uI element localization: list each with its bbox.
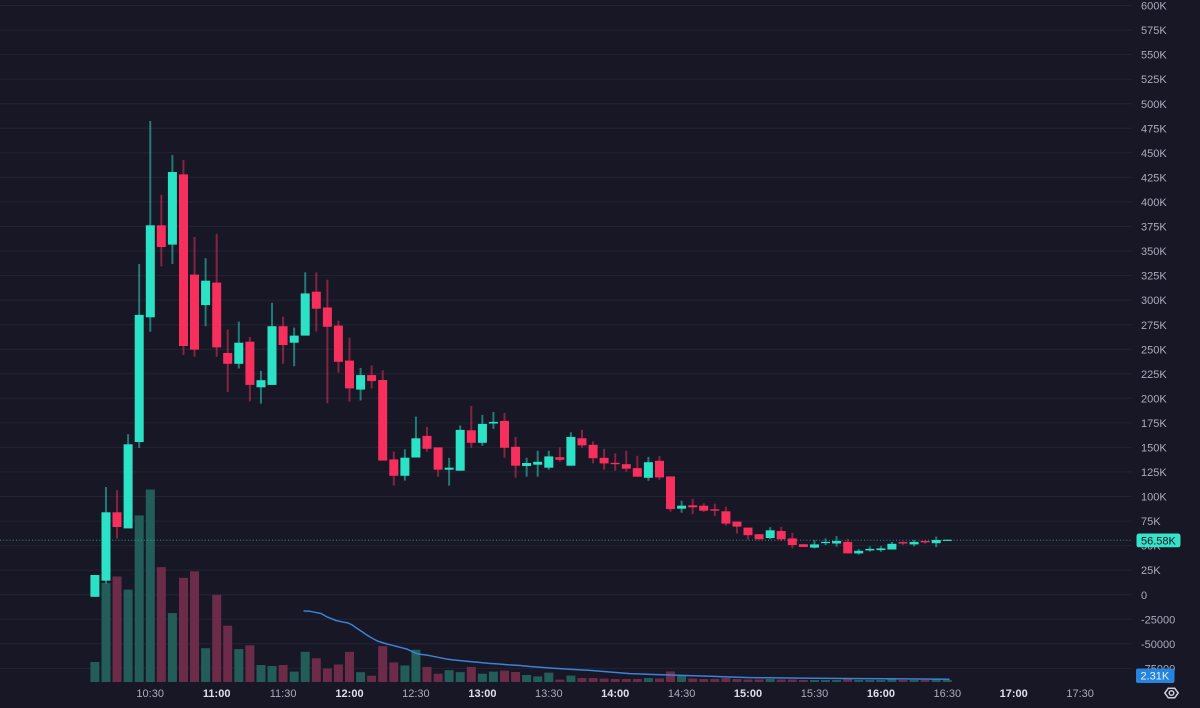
svg-text:300K: 300K xyxy=(1141,295,1167,307)
svg-text:15:00: 15:00 xyxy=(734,688,762,700)
svg-text:16:30: 16:30 xyxy=(934,688,962,700)
svg-text:16:00: 16:00 xyxy=(867,688,895,700)
svg-text:11:30: 11:30 xyxy=(270,688,297,700)
svg-text:500K: 500K xyxy=(1141,99,1167,111)
svg-text:17:30: 17:30 xyxy=(1066,688,1094,700)
svg-text:225K: 225K xyxy=(1141,369,1167,381)
svg-text:2.31K: 2.31K xyxy=(1141,671,1170,683)
svg-text:525K: 525K xyxy=(1141,74,1167,86)
svg-text:350K: 350K xyxy=(1141,246,1167,258)
svg-text:125K: 125K xyxy=(1141,467,1167,479)
svg-text:250K: 250K xyxy=(1141,344,1167,356)
svg-text:10:30: 10:30 xyxy=(136,688,164,700)
svg-text:12:30: 12:30 xyxy=(402,688,430,700)
svg-text:200K: 200K xyxy=(1141,393,1167,405)
svg-text:-50000: -50000 xyxy=(1141,639,1175,651)
svg-text:11:00: 11:00 xyxy=(203,688,231,700)
svg-text:600K: 600K xyxy=(1141,1,1167,13)
svg-text:150K: 150K xyxy=(1141,443,1167,455)
svg-text:375K: 375K xyxy=(1141,222,1167,234)
svg-text:12:00: 12:00 xyxy=(335,688,363,700)
svg-text:25K: 25K xyxy=(1141,565,1161,577)
svg-text:0: 0 xyxy=(1141,590,1147,602)
svg-text:-25000: -25000 xyxy=(1141,614,1175,626)
svg-text:14:00: 14:00 xyxy=(601,688,629,700)
svg-text:75K: 75K xyxy=(1141,516,1161,528)
svg-text:575K: 575K xyxy=(1141,25,1167,37)
svg-text:450K: 450K xyxy=(1141,148,1167,160)
svg-text:17:00: 17:00 xyxy=(1000,688,1028,700)
svg-text:56.58K: 56.58K xyxy=(1141,536,1177,548)
svg-text:275K: 275K xyxy=(1141,320,1167,332)
svg-text:425K: 425K xyxy=(1141,172,1167,184)
svg-text:14:30: 14:30 xyxy=(668,688,696,700)
svg-text:175K: 175K xyxy=(1141,418,1167,430)
svg-text:550K: 550K xyxy=(1141,50,1167,62)
svg-text:13:30: 13:30 xyxy=(535,688,563,700)
svg-text:15:30: 15:30 xyxy=(801,688,829,700)
svg-text:475K: 475K xyxy=(1141,123,1167,135)
svg-text:325K: 325K xyxy=(1141,271,1167,283)
svg-text:400K: 400K xyxy=(1141,197,1167,209)
svg-text:100K: 100K xyxy=(1141,492,1167,504)
svg-text:13:00: 13:00 xyxy=(468,688,496,700)
